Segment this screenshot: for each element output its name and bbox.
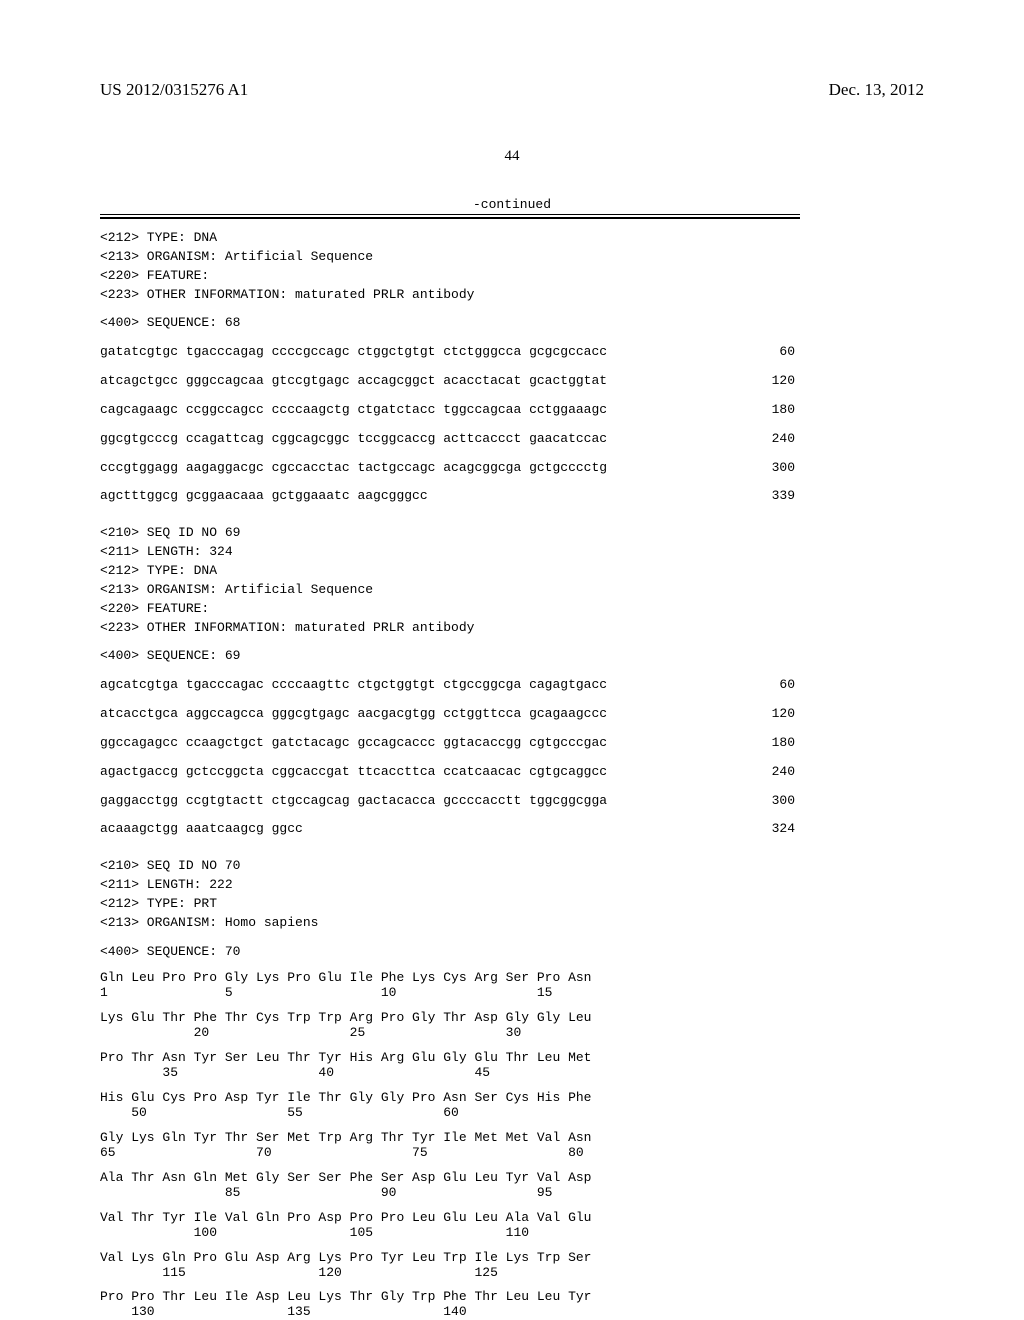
seq69-pos-1: 120 [772,705,795,724]
seq68-seq-2: cagcagaagc ccggccagcc ccccaagctg ctgatct… [100,401,607,420]
seq70-num-2: 35 40 45 [100,1066,800,1081]
seq69-meta-1: <211> LENGTH: 324 [100,543,800,562]
seq68-seq-4: cccgtggagg aagaggacgc cgccacctac tactgcc… [100,459,607,478]
seq68-label: <400> SEQUENCE: 68 [100,314,800,333]
page-header: US 2012/0315276 A1 Dec. 13, 2012 [100,80,924,100]
seq69-meta-2: <212> TYPE: DNA [100,562,800,581]
seq68-pos-3: 240 [772,430,795,449]
seq70-meta-0: <210> SEQ ID NO 70 [100,857,800,876]
seq70-meta-3: <213> ORGANISM: Homo sapiens [100,914,800,933]
seq68-row-2: cagcagaagc ccggccagcc ccccaagctg ctgatct… [100,401,795,420]
seq70-meta-2: <212> TYPE: PRT [100,895,800,914]
seq68-meta-2: <220> FEATURE: [100,267,800,286]
seq69-seq-2: ggccagagcc ccaagctgct gatctacagc gccagca… [100,734,607,753]
seq70-label: <400> SEQUENCE: 70 [100,943,800,962]
seq68-seq-3: ggcgtgcccg ccagattcag cggcagcggc tccggca… [100,430,607,449]
seq69-meta-3: <213> ORGANISM: Artificial Sequence [100,581,800,600]
seq69-pos-2: 180 [772,734,795,753]
seq70-num-3: 50 55 60 [100,1106,800,1121]
seq70-num-8: 130 135 140 [100,1305,800,1320]
seq69-pos-5: 324 [772,820,795,839]
seq70-num-0: 1 5 10 15 [100,986,800,1001]
seq70-aa-8: Pro Pro Thr Leu Ile Asp Leu Lys Thr Gly … [100,1290,800,1305]
seq70-aa-3: His Glu Cys Pro Asp Tyr Ile Thr Gly Gly … [100,1091,800,1106]
rule-top-thick [100,217,800,219]
seq68-seq-1: atcagctgcc gggccagcaa gtccgtgagc accagcg… [100,372,607,391]
seq68-row-0: gatatcgtgc tgacccagag ccccgccagc ctggctg… [100,343,795,362]
continued-label: -continued [100,197,924,212]
seq68-pos-1: 120 [772,372,795,391]
seq69-seq-4: gaggacctgg ccgtgtactt ctgccagcag gactaca… [100,792,607,811]
seq69-row-0: agcatcgtga tgacccagac ccccaagttc ctgctgg… [100,676,795,695]
seq70-aa-1: Lys Glu Thr Phe Thr Cys Trp Trp Arg Pro … [100,1011,800,1026]
seq69-pos-0: 60 [779,676,795,695]
seq70-meta-1: <211> LENGTH: 222 [100,876,800,895]
seq69-meta-4: <220> FEATURE: [100,600,800,619]
seq70-aa-0: Gln Leu Pro Pro Gly Lys Pro Glu Ile Phe … [100,971,800,986]
seq69-meta-5: <223> OTHER INFORMATION: maturated PRLR … [100,619,800,638]
seq68-row-3: ggcgtgcccg ccagattcag cggcagcggc tccggca… [100,430,795,449]
seq68-row-5: agctttggcg gcggaacaaa gctggaaatc aagcggg… [100,487,795,506]
seq70-aa-7: Val Lys Gln Pro Glu Asp Arg Lys Pro Tyr … [100,1251,800,1266]
seq69-row-3: agactgaccg gctccggcta cggcaccgat ttcacct… [100,763,795,782]
seq69-row-1: atcacctgca aggccagcca gggcgtgagc aacgacg… [100,705,795,724]
page-number: 44 [100,148,924,165]
seq70-num-5: 85 90 95 [100,1186,800,1201]
seq69-pos-4: 300 [772,792,795,811]
seq69-seq-1: atcacctgca aggccagcca gggcgtgagc aacgacg… [100,705,607,724]
seq69-pos-3: 240 [772,763,795,782]
seq68-row-1: atcagctgcc gggccagcaa gtccgtgagc accagcg… [100,372,795,391]
seq69-seq-5: acaaagctgg aaatcaagcg ggcc [100,820,303,839]
seq69-row-5: acaaagctgg aaatcaagcg ggcc 324 [100,820,795,839]
seq69-label: <400> SEQUENCE: 69 [100,647,800,666]
seq70-aa-2: Pro Thr Asn Tyr Ser Leu Thr Tyr His Arg … [100,1051,800,1066]
seq68-meta-0: <212> TYPE: DNA [100,229,800,248]
seq70-num-7: 115 120 125 [100,1266,800,1281]
seq68-pos-5: 339 [772,487,795,506]
seq68-pos-0: 60 [779,343,795,362]
seq68-seq-5: agctttggcg gcggaacaaa gctggaaatc aagcggg… [100,487,428,506]
seq69-row-2: ggccagagcc ccaagctgct gatctacagc gccagca… [100,734,795,753]
seq68-pos-4: 300 [772,459,795,478]
seq70-aa-5: Ala Thr Asn Gln Met Gly Ser Ser Phe Ser … [100,1171,800,1186]
seq69-row-4: gaggacctgg ccgtgtactt ctgccagcag gactaca… [100,792,795,811]
seq70-num-1: 20 25 30 [100,1026,800,1041]
seq70-num-6: 100 105 110 [100,1226,800,1241]
seq68-meta-3: <223> OTHER INFORMATION: maturated PRLR … [100,286,800,305]
seq68-row-4: cccgtggagg aagaggacgc cgccacctac tactgcc… [100,459,795,478]
seq70-aa-4: Gly Lys Gln Tyr Thr Ser Met Trp Arg Thr … [100,1131,800,1146]
seq68-seq-0: gatatcgtgc tgacccagag ccccgccagc ctggctg… [100,343,607,362]
seq69-seq-0: agcatcgtga tgacccagac ccccaagttc ctgctgg… [100,676,607,695]
seq70-aa-6: Val Thr Tyr Ile Val Gln Pro Asp Pro Pro … [100,1211,800,1226]
seq69-seq-3: agactgaccg gctccggcta cggcaccgat ttcacct… [100,763,607,782]
seq68-meta-1: <213> ORGANISM: Artificial Sequence [100,248,800,267]
seq69-meta-0: <210> SEQ ID NO 69 [100,524,800,543]
rule-top-thin [100,214,800,215]
header-right: Dec. 13, 2012 [829,80,924,100]
header-left: US 2012/0315276 A1 [100,80,248,100]
seq70-num-4: 65 70 75 80 [100,1146,800,1161]
seq68-pos-2: 180 [772,401,795,420]
